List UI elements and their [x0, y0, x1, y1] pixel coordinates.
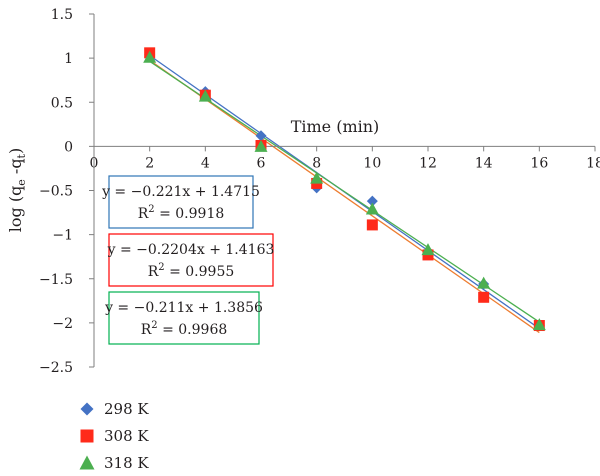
data-point [477, 276, 491, 289]
r-squared-text: R2 = 0.9918 [138, 204, 225, 222]
y-tick-label: 0 [64, 139, 73, 155]
y-tick-label: −2 [52, 316, 73, 332]
x-axis-title: Time (min) [291, 117, 380, 136]
legend-label: 318 K [104, 454, 149, 472]
data-point [310, 171, 324, 184]
equation-box [108, 175, 254, 229]
y-axis-title-sub-e: e [15, 179, 28, 186]
x-tick-label: 16 [530, 155, 548, 171]
x-tick-label: 0 [90, 155, 99, 171]
equation-box [108, 233, 274, 287]
r-squared-value: = 0.9918 [155, 206, 225, 222]
data-point [532, 318, 546, 331]
y-axis-title: log (qe -qt) [6, 148, 28, 232]
data-point [366, 219, 378, 231]
legend-label: 308 K [104, 427, 149, 445]
y-tick-label: −0.5 [39, 184, 73, 200]
equation-text: y = −0.221x + 1.4715 [101, 184, 260, 200]
x-tick-label: 2 [145, 155, 154, 171]
y-tick-label: 1 [64, 51, 73, 67]
equation-box [108, 291, 260, 345]
x-tick-label: 6 [257, 155, 266, 171]
r-squared-symbol: R [141, 322, 152, 338]
trendlines [149, 54, 540, 334]
equation-text: y = −0.211x + 1.3856 [104, 300, 263, 316]
y-axis-title-sub-t: t [15, 153, 28, 158]
r-squared-symbol: R [138, 206, 149, 222]
y-tick-label: −1.5 [39, 272, 73, 288]
legend-marker [79, 455, 95, 470]
y-axis-title-close: ) [6, 148, 25, 154]
r-squared-text: R2 = 0.9968 [141, 320, 228, 338]
data-point [255, 130, 267, 142]
y-tick-label: −2.5 [39, 360, 73, 376]
data-point [366, 195, 378, 207]
r-squared-symbol: R [148, 264, 159, 280]
data-point [143, 50, 157, 63]
equation-text: y = −0.2204x + 1.4163 [107, 242, 275, 258]
r-squared-value: = 0.9968 [158, 322, 228, 338]
r-squared-superscript: 2 [158, 262, 164, 273]
r-squared-superscript: 2 [148, 204, 154, 215]
x-tick-label: 8 [312, 155, 321, 171]
y-axis-title-middle: -q [6, 158, 25, 179]
data-point [421, 243, 435, 256]
trendline-1 [149, 59, 540, 334]
x-tick-label: 10 [363, 155, 381, 171]
r-squared-superscript: 2 [151, 320, 157, 331]
x-tick-label: 18 [586, 155, 600, 171]
x-tick-label: 14 [475, 155, 493, 171]
x-tick-label: 12 [419, 155, 437, 171]
legend-marker [80, 429, 94, 443]
data-point [254, 139, 268, 152]
y-tick-label: 1.5 [51, 7, 73, 23]
y-axis-title-main: log (q [6, 186, 25, 233]
y-tick-label: 0.5 [51, 95, 73, 111]
data-point [365, 202, 379, 215]
x-tick-label: 4 [201, 155, 210, 171]
legend-label: 298 K [104, 400, 149, 418]
r-squared-text: R2 = 0.9955 [148, 262, 235, 280]
legend-marker [80, 402, 94, 416]
r-squared-value: = 0.9955 [165, 264, 235, 280]
legend: 298 K 308 K 318 K [79, 400, 149, 472]
y-tick-label: −1 [52, 228, 73, 244]
tick-labels: 0 2 4 6 8 10 12 14 16 18 1.5 1 0.5 0 −0.5 −1 −1.5 −2 −2.5 [39, 7, 600, 376]
data-point [198, 89, 212, 102]
data-point [478, 291, 490, 303]
trendline-2 [149, 60, 540, 323]
axes [89, 13, 596, 368]
data-points [143, 47, 546, 332]
